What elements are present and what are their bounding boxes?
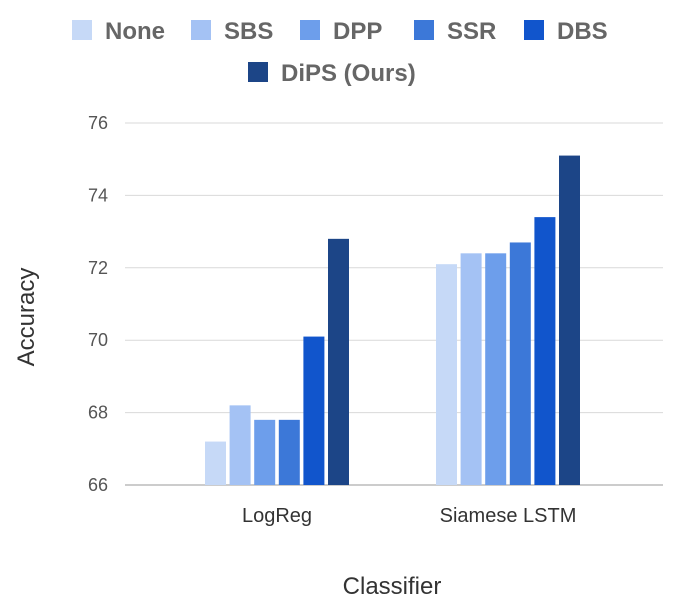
- bar: [328, 238, 349, 485]
- y-tick-label: 72: [88, 258, 108, 278]
- legend-swatch: [248, 62, 268, 82]
- legend-label: DBS: [557, 18, 608, 45]
- y-tick-label: 76: [88, 113, 108, 133]
- legend-swatch: [300, 20, 320, 40]
- bar: [278, 419, 300, 485]
- bar: [254, 419, 276, 485]
- bar: [534, 217, 556, 485]
- bar: [485, 253, 507, 485]
- bar: [559, 155, 580, 485]
- bar: [303, 336, 325, 485]
- y-tick-label: 70: [88, 330, 108, 350]
- legend-label: SBS: [224, 18, 273, 45]
- x-tick-label: Siamese LSTM: [440, 505, 577, 527]
- legend-swatch: [191, 20, 211, 40]
- bar: [460, 253, 482, 485]
- legend-label: DiPS (Ours): [281, 60, 416, 87]
- y-axis-ticks: 66 68 70 72 74 76: [88, 113, 108, 495]
- x-axis-categories: LogReg Siamese LSTM: [242, 505, 576, 527]
- legend-swatch: [524, 20, 544, 40]
- legend: None SBS DPP SSR DBS DiPS (Ours): [72, 18, 608, 87]
- y-tick-label: 68: [88, 403, 108, 423]
- x-axis-title: Classifier: [343, 573, 442, 600]
- bar: [509, 242, 531, 485]
- bars: [205, 155, 580, 485]
- y-tick-label: 66: [88, 475, 108, 495]
- bar: [229, 405, 251, 485]
- y-axis-title: Accuracy: [13, 268, 40, 367]
- bar: [436, 264, 457, 485]
- legend-swatch: [72, 20, 92, 40]
- gridlines: [125, 122, 663, 486]
- legend-swatch: [414, 20, 434, 40]
- legend-label: SSR: [447, 18, 496, 45]
- legend-label: DPP: [333, 18, 382, 45]
- x-tick-label: LogReg: [242, 505, 312, 527]
- legend-label: None: [105, 18, 165, 45]
- y-tick-label: 74: [88, 185, 108, 205]
- bar: [205, 441, 226, 485]
